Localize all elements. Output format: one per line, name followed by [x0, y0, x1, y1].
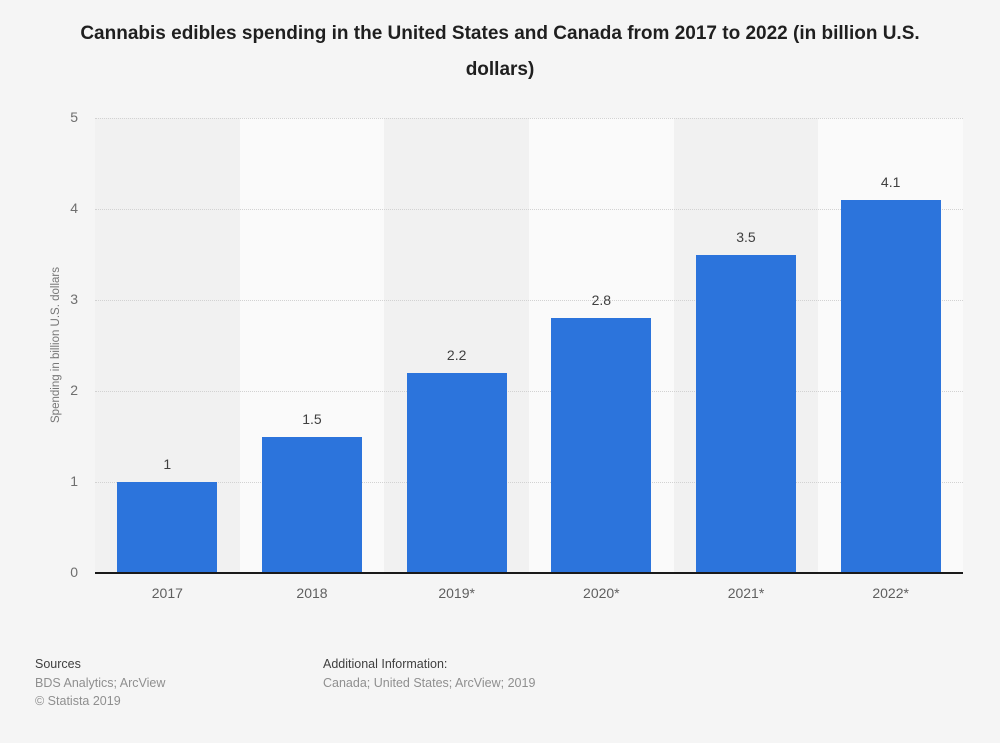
y-tick-label: 5 — [70, 109, 78, 125]
bar-2018 — [262, 436, 362, 573]
bar-2019 — [406, 372, 507, 573]
y-tick-label: 3 — [70, 291, 78, 307]
additional-info-block: Additional Information: Canada; United S… — [323, 655, 535, 692]
gridline — [95, 482, 963, 483]
y-tick-label: 0 — [70, 564, 78, 580]
gridline — [95, 118, 963, 119]
x-tick-label: 2018 — [296, 585, 328, 601]
bar-2020 — [551, 318, 652, 573]
bar-value-label: 2.2 — [446, 346, 467, 363]
sources-text: BDS Analytics; ArcView — [35, 675, 166, 690]
gridline — [95, 209, 963, 210]
bar-value-label: 2.8 — [591, 292, 612, 309]
gridline — [95, 391, 963, 392]
y-tick-label: 1 — [70, 473, 78, 489]
x-tick-label: 2019* — [438, 585, 475, 601]
chart-title: Cannabis edibles spending in the United … — [80, 23, 920, 80]
x-tick-label: 2021* — [727, 585, 765, 601]
plot-area: 1 1.5 2.2 2.8 3.5 4.1 — [95, 118, 963, 573]
copyright-text: © Statista 2019 — [35, 694, 121, 708]
additional-info-text: Canada; United States; ArcView; 2019 — [323, 675, 536, 690]
x-axis-line — [95, 572, 963, 574]
sources-block: Sources BDS Analytics; ArcView © Statist… — [35, 655, 165, 711]
bar-value-label: 1.5 — [302, 410, 322, 427]
x-tick-label: 2022* — [872, 585, 909, 601]
y-tick-label: 2 — [70, 382, 78, 398]
bar-2022 — [840, 199, 941, 573]
bar-2021 — [696, 254, 796, 573]
x-tick-label: 2017 — [151, 585, 183, 601]
y-tick-label: 4 — [70, 200, 78, 216]
gridline — [95, 300, 963, 301]
additional-info-label: Additional Information: — [323, 657, 448, 671]
sources-label: Sources — [35, 657, 81, 671]
bar-2017 — [117, 482, 218, 573]
bar-value-label: 1 — [163, 456, 172, 472]
bar-value-label: 4.1 — [880, 173, 901, 190]
x-tick-label: 2020* — [583, 585, 620, 601]
bar-value-label: 3.5 — [736, 228, 756, 245]
